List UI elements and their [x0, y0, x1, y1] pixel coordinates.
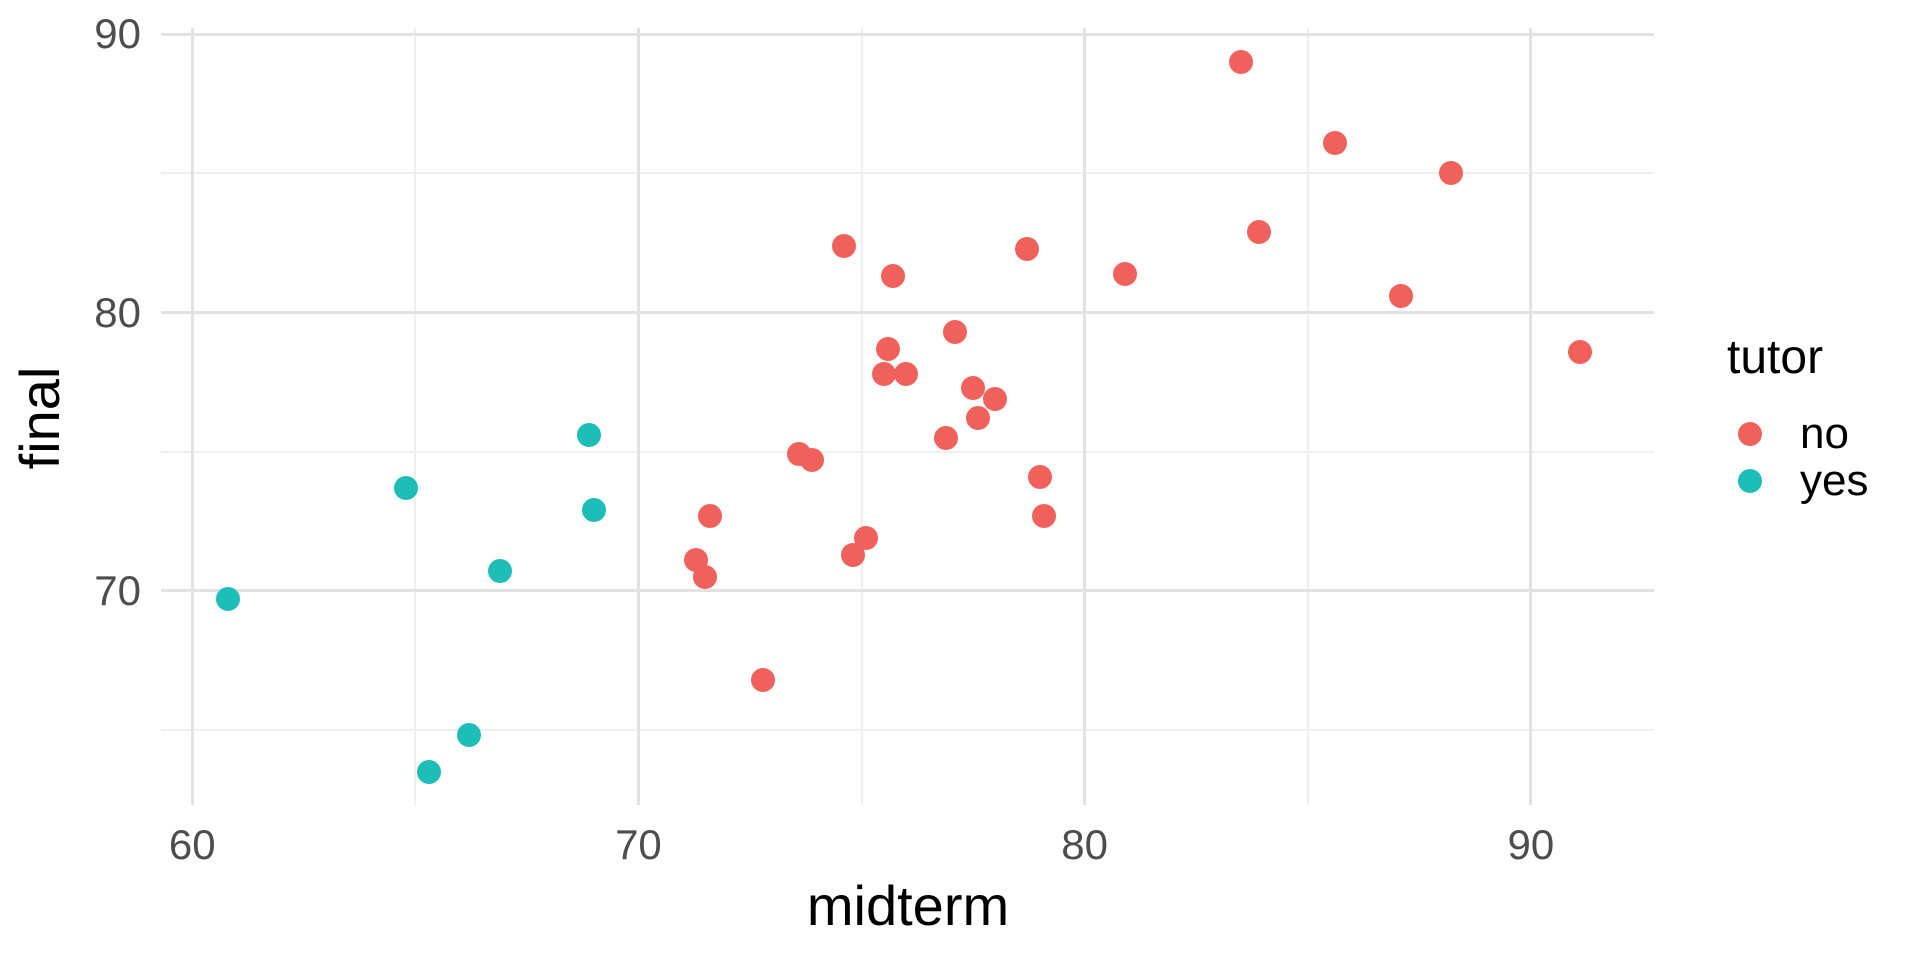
data-point-no	[831, 233, 856, 258]
data-point-no	[1228, 50, 1253, 75]
gridline-y-major-70	[161, 589, 1654, 593]
legend-key-dot-no	[1738, 421, 1762, 446]
data-point-no	[1112, 261, 1137, 286]
gridline-x-major-60	[190, 28, 194, 805]
data-point-no	[1389, 283, 1414, 308]
x-tick-label-70: 70	[615, 821, 662, 868]
data-point-yes	[456, 723, 481, 748]
data-point-no	[1032, 503, 1057, 528]
y-tick-label-80: 80	[94, 288, 141, 336]
data-point-no	[1028, 464, 1053, 489]
data-point-no	[880, 264, 905, 289]
gridline-x-major-90	[1529, 28, 1533, 805]
gridline-y-major-90	[161, 32, 1654, 36]
data-point-no	[1014, 236, 1039, 261]
plot-panel	[161, 28, 1654, 805]
x-tick-label-90: 90	[1507, 821, 1555, 868]
data-point-no	[1322, 130, 1347, 155]
data-point-no	[876, 336, 901, 361]
y-tick-label-90: 90	[94, 10, 141, 58]
data-point-no	[693, 564, 718, 589]
gridline-x-major-80	[1083, 28, 1087, 805]
gridline-y-minor-85	[161, 172, 1654, 175]
x-tick-label-60: 60	[168, 821, 216, 868]
legend-item-yes: yes	[1727, 457, 1868, 504]
gridline-x-minor-75	[860, 28, 863, 805]
y-tick-label-70: 70	[94, 566, 141, 614]
gridline-y-minor-65	[161, 728, 1654, 731]
data-point-no	[961, 375, 986, 400]
data-point-no	[934, 425, 959, 450]
gridline-x-major-70	[636, 28, 640, 805]
data-point-no	[697, 503, 722, 528]
data-point-yes	[416, 759, 441, 784]
data-point-no	[894, 361, 919, 386]
data-point-no	[965, 406, 990, 431]
legend-item-label: no	[1800, 409, 1849, 458]
data-point-no	[854, 525, 878, 550]
data-point-yes	[581, 498, 606, 523]
data-point-no	[1438, 161, 1463, 186]
data-point-yes	[577, 423, 602, 447]
data-point-no	[983, 386, 1008, 411]
legend-item-no: no	[1727, 410, 1868, 457]
data-point-no	[871, 361, 896, 386]
data-point-no	[751, 667, 776, 692]
gridline-x-minor-85	[1306, 28, 1309, 805]
data-point-no	[1567, 339, 1592, 364]
legend-key-dot-yes	[1738, 468, 1762, 493]
data-point-no	[943, 320, 968, 345]
legend: tutor no yes	[1727, 331, 1868, 505]
data-point-yes	[488, 559, 513, 584]
y-axis-title: final	[8, 366, 71, 470]
gridline-y-minor-75	[161, 450, 1654, 453]
legend-item-label: yes	[1800, 456, 1869, 505]
gridline-y-major-80	[161, 311, 1654, 315]
legend-items: no yes	[1727, 410, 1868, 504]
data-point-no	[1246, 219, 1271, 244]
gridline-x-minor-65	[414, 28, 417, 805]
data-point-yes	[394, 475, 419, 500]
data-point-yes	[215, 587, 240, 612]
x-tick-label-80: 80	[1061, 821, 1108, 868]
data-point-no	[800, 448, 825, 473]
x-axis-title: midterm	[806, 874, 1010, 937]
legend-title: tutor	[1727, 331, 1824, 384]
